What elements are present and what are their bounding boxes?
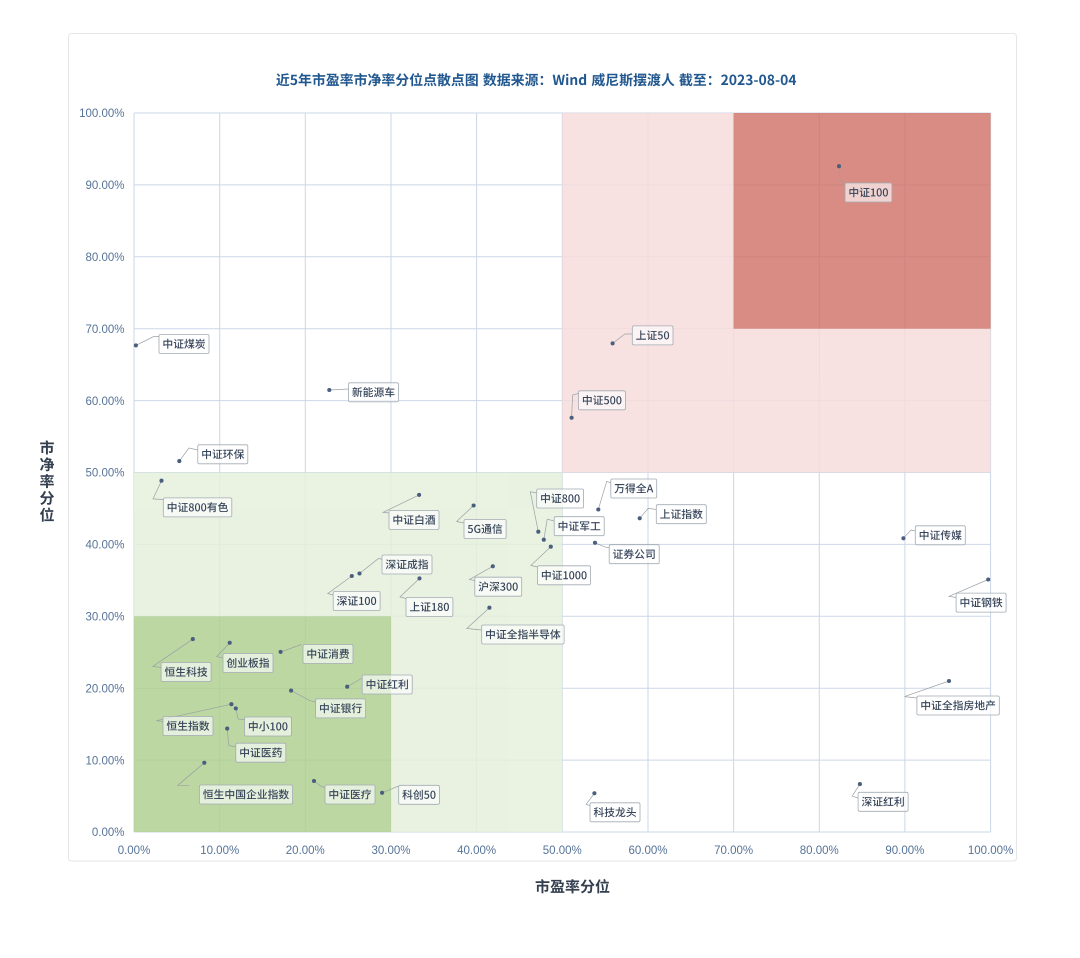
svg-text:30.00%: 30.00% <box>371 845 410 857</box>
svg-text:70.00%: 70.00% <box>85 324 124 336</box>
svg-text:30.00%: 30.00% <box>85 612 124 624</box>
svg-text:80.00%: 80.00% <box>800 845 839 857</box>
svg-text:100.00%: 100.00% <box>79 108 124 120</box>
svg-text:40.00%: 40.00% <box>457 845 496 857</box>
svg-text:50.00%: 50.00% <box>85 468 124 480</box>
svg-text:0.00%: 0.00% <box>92 827 125 839</box>
svg-text:90.00%: 90.00% <box>885 845 924 857</box>
svg-text:10.00%: 10.00% <box>200 845 239 857</box>
svg-text:20.00%: 20.00% <box>286 845 325 857</box>
svg-text:100.00%: 100.00% <box>968 845 1013 857</box>
svg-text:50.00%: 50.00% <box>543 845 582 857</box>
svg-text:80.00%: 80.00% <box>85 252 124 264</box>
svg-text:40.00%: 40.00% <box>85 540 124 552</box>
svg-text:90.00%: 90.00% <box>85 180 124 192</box>
svg-text:60.00%: 60.00% <box>628 845 667 857</box>
svg-text:70.00%: 70.00% <box>714 845 753 857</box>
svg-text:10.00%: 10.00% <box>85 755 124 767</box>
svg-text:20.00%: 20.00% <box>85 683 124 695</box>
svg-text:60.00%: 60.00% <box>85 396 124 408</box>
svg-text:0.00%: 0.00% <box>118 845 151 857</box>
